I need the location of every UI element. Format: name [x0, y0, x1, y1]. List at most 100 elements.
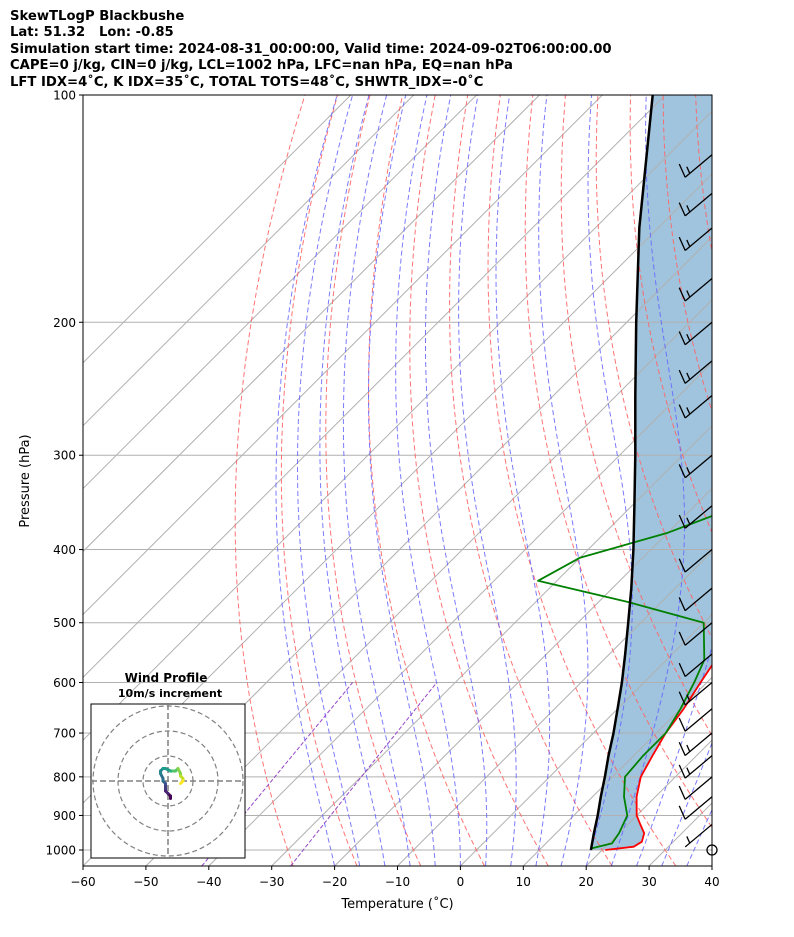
isotherm-40 [711, 865, 712, 866]
isotherm--100 [83, 95, 603, 616]
barb-half-flag [686, 517, 691, 525]
barb-staff [684, 192, 713, 217]
barb-staff [684, 755, 713, 779]
inset-title: Wind Profile [125, 671, 208, 685]
barb-staff [684, 682, 713, 706]
barb-flag [678, 331, 686, 346]
wind-barb [678, 360, 713, 384]
y-tick-label: 800 [53, 770, 76, 784]
x-tick-label: 30 [641, 875, 656, 889]
wind-barb [678, 796, 713, 820]
dry-adiabat [234, 95, 306, 866]
isotherm--40 [208, 362, 712, 866]
hodograph-segment [179, 779, 185, 785]
moist-adiabat [319, 95, 386, 866]
dry-adiabat [325, 95, 422, 866]
barb-half-flag [686, 836, 691, 844]
x-tick-label: −10 [385, 875, 410, 889]
barb-flag [678, 785, 686, 800]
moist-adiabat [458, 95, 517, 866]
dry-adiabat [487, 95, 677, 866]
wind-barb [678, 732, 713, 757]
dry-adiabat [449, 95, 613, 866]
x-axis-label: Temperature (˚C) [340, 896, 453, 912]
barb-half-flag [686, 466, 691, 475]
wind-barb [678, 321, 713, 346]
wind-profile-inset: Wind Profile 10m/s increment [90, 671, 246, 859]
barb-flag [678, 558, 686, 573]
barb-half-flag [686, 239, 691, 247]
dry-adiabat [368, 95, 485, 866]
isotherm--120 [83, 95, 477, 490]
barb-staff [684, 823, 713, 848]
wind-barb [678, 277, 713, 302]
dry-adiabat [280, 95, 358, 866]
wind-barb [684, 823, 713, 848]
wind-barb [678, 505, 713, 529]
moist-adiabat [395, 95, 461, 866]
barb-flag [678, 464, 686, 478]
wind-barb [678, 776, 713, 800]
moist-adiabat [495, 95, 551, 866]
barb-flag [678, 369, 686, 384]
isotherm--80 [83, 110, 712, 741]
x-tick-label: −20 [322, 875, 347, 889]
barb-flag [678, 597, 686, 611]
moist-adiabat [661, 741, 712, 866]
moist-adiabat [275, 95, 338, 866]
x-tick-label: 20 [579, 875, 594, 889]
stability-indices-1: CAPE=0 j/kg, CIN=0 j/kg, LCL=1002 hPa, L… [10, 58, 513, 74]
wind-barb [678, 682, 713, 706]
barb-flag [678, 287, 686, 302]
barb-staff [684, 587, 713, 612]
y-tick-label: 400 [53, 543, 76, 557]
isotherm--10 [397, 550, 712, 866]
chart-header: SkewTLogP Blackbushe Lat: 51.32 Lon: -0.8… [10, 9, 612, 91]
barb-flag [678, 404, 686, 419]
station-title: SkewTLogP Blackbushe [10, 9, 185, 24]
barb-staff [684, 732, 713, 757]
isotherm--90 [83, 95, 666, 679]
x-tick-label: 10 [516, 875, 531, 889]
dry-adiabat [409, 95, 549, 866]
barb-staff [684, 277, 713, 302]
moist-adiabat [368, 95, 436, 866]
wind-barb [678, 653, 713, 677]
moist-adiabat [297, 95, 361, 866]
barb-half-flag [686, 767, 691, 775]
wind-barb [678, 708, 713, 732]
moist-adiabat [538, 95, 589, 866]
barb-staff [684, 505, 713, 529]
barb-staff [684, 394, 713, 419]
barb-staff [684, 454, 713, 479]
barb-staff [684, 321, 713, 346]
moist-adiabat [711, 864, 712, 866]
y-tick-label: 500 [53, 616, 76, 630]
wind-barb [678, 394, 713, 419]
barb-half-flag [686, 166, 691, 174]
barb-staff [684, 776, 713, 800]
temperature-profile-line [605, 663, 712, 851]
dry-adiabat [595, 95, 712, 640]
barb-half-flag [686, 334, 691, 342]
barb-half-flag [686, 372, 691, 380]
barb-staff [684, 154, 713, 178]
moist-adiabat [425, 95, 488, 866]
x-tick-label: −60 [70, 875, 95, 889]
dry-adiabat [560, 95, 712, 737]
isotherm--130 [83, 95, 415, 427]
barb-staff [684, 653, 713, 677]
isotherm--140 [83, 95, 352, 364]
moist-adiabat [686, 808, 712, 866]
y-tick-label: 1000 [45, 844, 76, 858]
simulation-times: Simulation start time: 2024-08-31_00:00:… [10, 41, 612, 57]
y-tick-label: 200 [53, 316, 76, 330]
station-coordinates: Lat: 51.32 Lon: -0.85 [10, 25, 174, 41]
barb-flag [678, 631, 686, 646]
y-tick-label: 100 [53, 89, 76, 103]
barb-flag [678, 514, 686, 529]
barb-half-flag [686, 744, 691, 752]
moist-adiabat [737, 95, 794, 866]
isotherm-10 [522, 676, 712, 866]
